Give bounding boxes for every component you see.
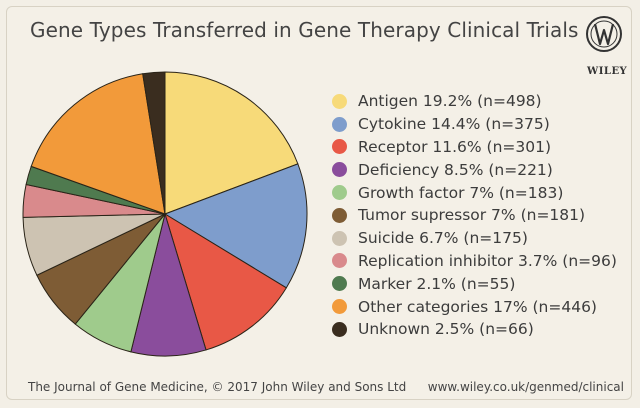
chart-title: Gene Types Transferred in Gene Therapy C… <box>30 18 579 42</box>
legend-swatch <box>332 230 347 246</box>
legend-label: Unknown 2.5% (n=66) <box>358 320 534 339</box>
legend-item-antigen: Antigen 19.2% (n=498) <box>332 90 617 113</box>
pie-slice-cytokine <box>163 163 308 289</box>
legend-label: Receptor 11.6% (n=301) <box>358 137 552 156</box>
legend-label: Other categories 17% (n=446) <box>358 297 597 316</box>
wiley-logo-icon <box>586 16 622 52</box>
pie-slice-receptor <box>164 212 287 351</box>
legend-label: Cytokine 14.4% (n=375) <box>358 115 550 134</box>
legend-label: Growth factor 7% (n=183) <box>358 183 564 202</box>
legend-item-replication-inhibitor: Replication inhibitor 3.7% (n=96) <box>332 250 617 273</box>
legend-item-growth-factor: Growth factor 7% (n=183) <box>332 181 617 204</box>
legend-swatch <box>332 139 347 155</box>
wiley-logo-text: WILEY <box>587 66 628 77</box>
legend-item-marker: Marker 2.1% (n=55) <box>332 272 617 295</box>
legend-swatch <box>332 276 347 292</box>
legend-swatch <box>332 185 347 201</box>
legend-item-tumor-supressor: Tumor supressor 7% (n=181) <box>332 204 617 227</box>
footer-citation: The Journal of Gene Medicine, © 2017 Joh… <box>28 380 407 394</box>
pie-slice-antigen <box>164 71 299 215</box>
footer-url[interactable]: www.wiley.co.uk/genmed/clinical <box>427 380 624 394</box>
chart-legend: Antigen 19.2% (n=498) Cytokine 14.4% (n=3… <box>332 90 617 341</box>
legend-label: Tumor supressor 7% (n=181) <box>358 206 586 225</box>
legend-swatch <box>332 253 347 269</box>
legend-swatch <box>332 299 347 315</box>
legend-item-receptor: Receptor 11.6% (n=301) <box>332 136 617 159</box>
legend-label: Deficiency 8.5% (n=221) <box>358 160 553 179</box>
legend-item-cytokine: Cytokine 14.4% (n=375) <box>332 113 617 136</box>
legend-item-deficiency: Deficiency 8.5% (n=221) <box>332 158 617 181</box>
legend-swatch <box>332 207 347 223</box>
pie-slice-unknown <box>142 71 166 215</box>
legend-swatch <box>332 93 347 109</box>
pie-slice-other-categories <box>30 73 166 215</box>
legend-item-suicide: Suicide 6.7% (n=175) <box>332 227 617 250</box>
legend-label: Marker 2.1% (n=55) <box>358 274 516 293</box>
legend-swatch <box>332 162 347 178</box>
legend-item-other-categories: Other categories 17% (n=446) <box>332 295 617 318</box>
legend-label: Antigen 19.2% (n=498) <box>358 92 542 111</box>
legend-label: Suicide 6.7% (n=175) <box>358 229 528 248</box>
legend-swatch <box>332 116 347 132</box>
legend-swatch <box>332 321 347 337</box>
legend-label: Replication inhibitor 3.7% (n=96) <box>358 251 617 270</box>
legend-item-unknown: Unknown 2.5% (n=66) <box>332 318 617 341</box>
